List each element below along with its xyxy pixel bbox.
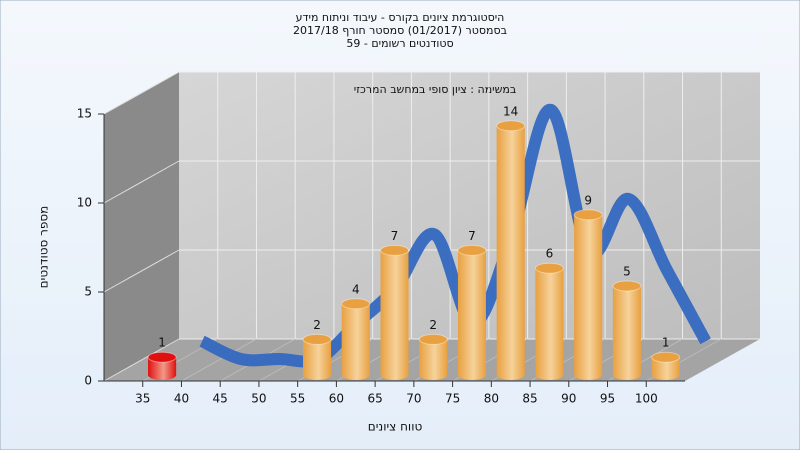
- title-line: סטודנטים רשומים - 59: [346, 37, 453, 50]
- x-tick-label: 45: [213, 392, 228, 406]
- bar-shade: [341, 303, 370, 380]
- grid-line: [103, 160, 180, 204]
- value-label: 7: [391, 229, 399, 243]
- bar-top: [457, 244, 487, 256]
- bar-top: [302, 333, 332, 345]
- value-label: 5: [623, 265, 631, 279]
- bar-top: [496, 120, 526, 132]
- bar: [341, 298, 371, 380]
- left-wall: [104, 72, 179, 381]
- back-wall: [179, 72, 760, 339]
- bar: [534, 262, 564, 380]
- bar: [147, 351, 177, 380]
- x-tick-label: 35: [135, 392, 150, 406]
- bar-shade: [535, 268, 564, 380]
- bar: [457, 244, 487, 380]
- bar: [302, 333, 332, 380]
- grid-line: [103, 249, 180, 293]
- value-label: 1: [662, 336, 670, 350]
- bar: [573, 209, 603, 380]
- value-label: 7: [468, 229, 476, 243]
- value-label: 6: [546, 247, 554, 261]
- y-tick-label: 5: [84, 285, 92, 299]
- bar: [496, 120, 526, 380]
- x-tick-label: 75: [445, 392, 460, 406]
- bar-shade: [574, 214, 603, 380]
- bar-top: [341, 298, 371, 310]
- bar-top: [651, 351, 681, 363]
- bar-shade: [419, 339, 448, 380]
- bar-shade: [651, 357, 680, 380]
- x-tick-label: 60: [329, 392, 344, 406]
- grid-line: [181, 338, 257, 382]
- bar-shade: [380, 250, 409, 380]
- x-tick-label: 55: [290, 392, 305, 406]
- x-tick-label: 40: [174, 392, 189, 406]
- bar: [418, 333, 448, 380]
- x-tick-label: 90: [561, 392, 576, 406]
- bar-top: [573, 209, 603, 221]
- y-tick-label: 15: [77, 107, 92, 121]
- x-tick-label: 70: [406, 392, 421, 406]
- bar-shade: [303, 339, 332, 380]
- bar-shade: [457, 250, 486, 380]
- value-label: 4: [352, 282, 360, 296]
- value-label: 2: [429, 318, 437, 332]
- x-tick-label: 50: [251, 392, 266, 406]
- value-label: 1: [158, 336, 166, 350]
- value-label: 2: [313, 318, 321, 332]
- x-tick-label: 85: [522, 392, 537, 406]
- title-line: היסטוגרמת ציונים בקורס - עיבוד וניתוח מי…: [296, 11, 505, 24]
- bar-top: [534, 262, 564, 274]
- y-axis-label: מספר סטודנטים: [37, 206, 51, 289]
- annotation: במשימה : ציון סופי במחשב המרכזי: [354, 83, 517, 96]
- y-tick-label: 0: [84, 374, 92, 388]
- bar: [651, 351, 681, 380]
- x-axis-label: טווח ציונים: [368, 420, 423, 434]
- value-label: 14: [503, 104, 518, 118]
- grid-line: [103, 338, 180, 382]
- bar-top: [418, 333, 448, 345]
- bar-shade: [148, 357, 177, 380]
- x-tick-label: 100: [635, 392, 658, 406]
- title-line: בסמסטר (01/2017) סמסטר חורף 2017/18: [293, 24, 507, 37]
- title: היסטוגרמת ציונים בקורס - עיבוד וניתוח מי…: [293, 11, 507, 50]
- bar-shade: [496, 125, 525, 380]
- bar: [612, 280, 642, 380]
- bar-top: [612, 280, 642, 292]
- bar-top: [147, 351, 177, 363]
- x-tick-label: 80: [484, 392, 499, 406]
- y-tick-label: 10: [77, 196, 92, 210]
- value-label: 9: [584, 193, 592, 207]
- x-tick-label: 95: [600, 392, 615, 406]
- bar-shade: [612, 286, 641, 380]
- bar: [380, 244, 409, 380]
- x-tick-label: 65: [367, 392, 382, 406]
- grid-line: [103, 71, 180, 115]
- bar-top: [380, 244, 409, 256]
